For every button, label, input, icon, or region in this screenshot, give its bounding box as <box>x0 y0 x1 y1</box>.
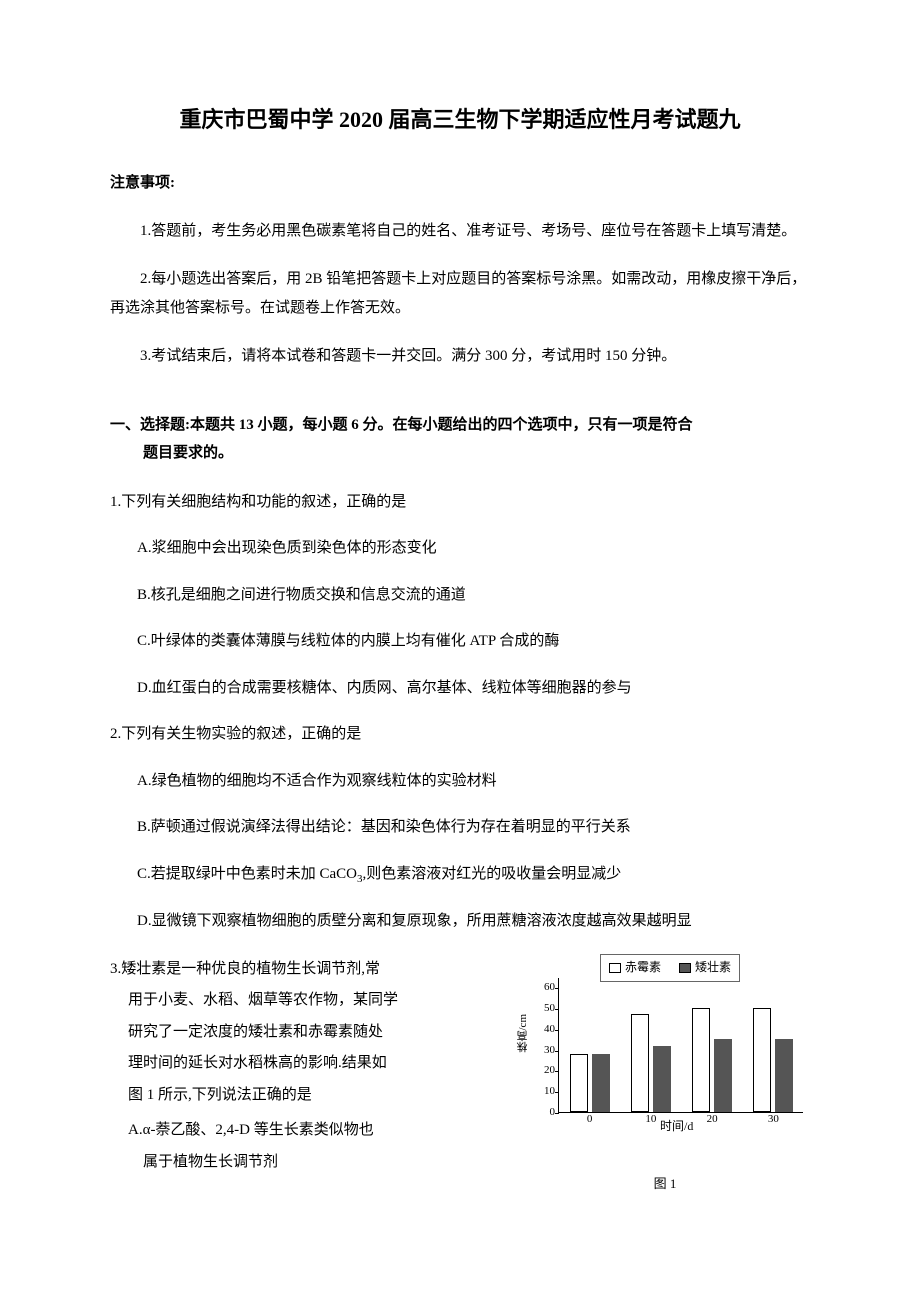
section-1-header-l1: 一、选择题:本题共 13 小题，每小题 6 分。在每小题给出的四个选项中，只有一… <box>110 417 693 433</box>
section-1-header: 一、选择题:本题共 13 小题，每小题 6 分。在每小题给出的四个选项中，只有一… <box>110 411 810 468</box>
notice-item-2: 2.每小题选出答案后，用 2B 铅笔把答题卡上对应题目的答案标号涂黑。如需改动，… <box>110 265 810 322</box>
section-1-header-l2: 题目要求的。 <box>110 445 233 461</box>
y-tick-label: 30 <box>535 1041 555 1061</box>
x-tick-label: 20 <box>707 1110 718 1130</box>
q2-c-post: ,则色素溶液对红光的吸收量会明显减少 <box>363 866 622 882</box>
legend-label-1: 赤霉素 <box>625 957 661 979</box>
y-axis-label: 株高/cm <box>518 1014 529 1053</box>
q3-text: 3.矮壮素是一种优良的植物生长调节剂,常 用于小麦、水稻、烟草等农作物，某同学 … <box>110 954 510 1179</box>
legend-series2: 矮壮素 <box>679 957 731 979</box>
chart-container: 赤霉素 矮壮素 株高/cm 01020304050600102030 时间/d … <box>520 954 810 1195</box>
y-tick-label: 20 <box>535 1062 555 1082</box>
q2-option-c: C.若提取绿叶中色素时未加 CaCO3,则色素溶液对红光的吸收量会明显减少 <box>110 860 810 890</box>
y-tick-label: 50 <box>535 999 555 1019</box>
bar-series1 <box>753 1008 771 1112</box>
q2-stem: 2.下列有关生物实验的叙述，正确的是 <box>110 720 810 749</box>
bar-chart: 赤霉素 矮壮素 株高/cm 01020304050600102030 时间/d <box>520 954 810 1144</box>
q2-option-d: D.显微镜下观察植物细胞的质壁分离和复原现象，所用蔗糖溶液浓度越高效果越明显 <box>110 907 810 936</box>
notice-header: 注意事项: <box>110 170 810 197</box>
q2-c-pre: C.若提取绿叶中色素时未加 CaCO <box>137 866 357 882</box>
q3-line1: 3.矮壮素是一种优良的植物生长调节剂,常 <box>110 954 510 986</box>
legend-box-filled <box>679 963 691 973</box>
y-tick-label: 40 <box>535 1020 555 1040</box>
notice-item-3: 3.考试结束后，请将本试卷和答题卡一并交回。满分 300 分，考试用时 150 … <box>110 342 810 371</box>
x-tick-label: 0 <box>587 1110 593 1130</box>
bar-series1 <box>692 1008 710 1112</box>
bar-series2 <box>592 1054 610 1112</box>
bar-series2 <box>775 1039 793 1112</box>
y-tick-label: 0 <box>535 1103 555 1123</box>
q3-option-a-l1: A.α-萘乙酸、2,4-D 等生长素类似物也 <box>110 1115 510 1147</box>
legend-series1: 赤霉素 <box>609 957 661 979</box>
q2-option-a: A.绿色植物的细胞均不适合作为观察线粒体的实验材料 <box>110 767 810 796</box>
q3-container: 3.矮壮素是一种优良的植物生长调节剂,常 用于小麦、水稻、烟草等农作物，某同学 … <box>110 954 810 1195</box>
bar-series1 <box>570 1054 588 1112</box>
q2-option-b: B.萨顿通过假说演绎法得出结论：基因和染色体行为存在着明显的平行关系 <box>110 813 810 842</box>
bar-series1 <box>631 1014 649 1112</box>
x-axis-label: 时间/d <box>660 1116 693 1138</box>
x-tick-label: 30 <box>768 1110 779 1130</box>
notice-item-1: 1.答题前，考生务必用黑色碳素笔将自己的姓名、准考证号、考场号、座位号在答题卡上… <box>110 217 810 246</box>
q3-line4: 理时间的延长对水稻株高的影响.结果如 <box>110 1048 510 1080</box>
page-title: 重庆市巴蜀中学 2020 届高三生物下学期适应性月考试题九 <box>110 100 810 140</box>
figure-caption: 图 1 <box>520 1172 810 1195</box>
q1-option-c: C.叶绿体的类囊体薄膜与线粒体的内膜上均有催化 ATP 合成的酶 <box>110 627 810 656</box>
q3-line5: 图 1 所示,下列说法正确的是 <box>110 1080 510 1112</box>
y-tick-label: 10 <box>535 1082 555 1102</box>
x-tick-label: 10 <box>645 1110 656 1130</box>
q3-line2: 用于小麦、水稻、烟草等农作物，某同学 <box>110 985 510 1017</box>
legend-box-open <box>609 963 621 973</box>
y-tick-label: 60 <box>535 978 555 998</box>
q1-option-d: D.血红蛋白的合成需要核糖体、内质网、高尔基体、线粒体等细胞器的参与 <box>110 674 810 703</box>
q1-option-a: A.浆细胞中会出现染色质到染色体的形态变化 <box>110 534 810 563</box>
legend-label-2: 矮壮素 <box>695 957 731 979</box>
q1-option-b: B.核孔是细胞之间进行物质交换和信息交流的通道 <box>110 581 810 610</box>
q3-option-a-l2: 属于植物生长调节剂 <box>110 1147 510 1179</box>
chart-plot-area: 01020304050600102030 <box>558 978 803 1113</box>
q1-stem: 1.下列有关细胞结构和功能的叙述，正确的是 <box>110 488 810 517</box>
bar-series2 <box>653 1046 671 1112</box>
bar-series2 <box>714 1039 732 1112</box>
q3-line3: 研究了一定浓度的矮壮素和赤霉素随处 <box>110 1017 510 1049</box>
